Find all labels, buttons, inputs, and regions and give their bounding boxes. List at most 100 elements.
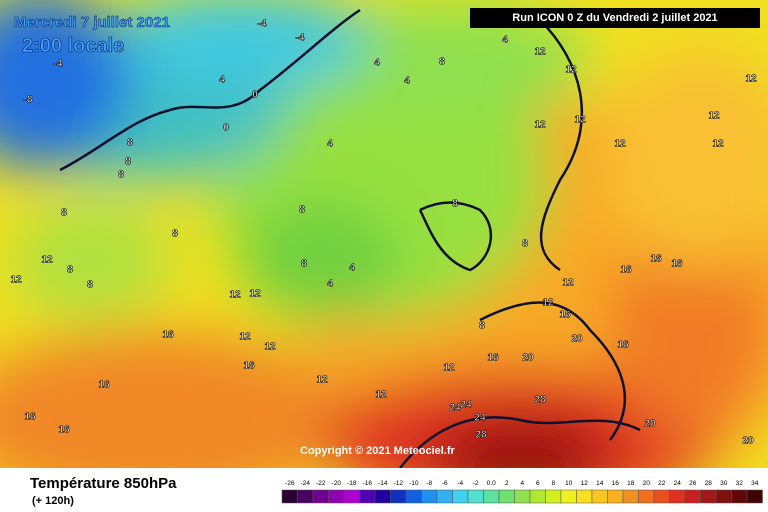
legend-swatch [405,489,422,504]
contour-label: 28 [475,430,487,441]
legend-swatch [607,489,624,504]
contour-label: 16 [243,361,255,372]
contour-label: 12 [10,275,22,286]
legend-label: 6 [536,480,540,487]
legend-label: 22 [658,480,666,487]
legend-label: 0.0 [487,480,496,487]
legend-label: -6 [442,480,448,487]
contour-label: 16 [620,265,632,276]
footer-lead: (+ 120h) [32,495,74,507]
legend-swatch [591,489,608,504]
contour-label: 12 [534,120,546,131]
contour-label: 12 [708,111,720,122]
contour-label: 16 [650,254,662,265]
contour-label: 12 [443,363,455,374]
contour-label: 20 [522,353,534,364]
legend-label: 34 [751,480,759,487]
contour-label: 4 [327,279,333,290]
legend-label: -2 [473,480,479,487]
time-title: 2:00 locale [22,35,124,57]
legend-label: 30 [720,480,728,487]
footer-title: Température 850hPa [30,475,177,492]
legend-swatch [374,489,391,504]
contour-label: 20 [571,334,583,345]
legend-label: -8 [426,480,432,487]
contour-label: 12 [229,290,241,301]
contour-label: 24 [474,413,486,424]
legend-label: 4 [520,480,524,487]
contour-label: 4 [374,58,380,69]
legend-label: 16 [612,480,620,487]
contour-label: 16 [487,353,499,364]
legend-label: 32 [736,480,744,487]
contour-label: 8 [87,280,93,291]
contour-label: -4 [258,19,267,30]
contour-label: 12 [562,278,574,289]
contour-label: 0 [252,90,258,101]
legend-label: -22 [316,480,326,487]
contour-label: 12 [316,375,328,386]
legend-swatch [700,489,717,504]
legend-label: -16 [363,480,373,487]
legend-label: -18 [347,480,357,487]
contour-label: 20 [644,419,656,430]
legend-label: -10 [409,480,419,487]
legend-label: -4 [457,480,463,487]
contour-label: 16 [162,330,174,341]
run-title: Run ICON 0 Z du Vendredi 2 juillet 2021 [512,12,718,24]
legend-swatch [390,489,407,504]
legend-label: 28 [705,480,713,487]
contour-label: 12 [565,65,577,76]
contour-label: 12 [239,332,251,343]
legend-label: -24 [301,480,311,487]
contour-label: 16 [559,310,571,321]
contour-label: 16 [671,259,683,270]
legend-swatch [684,489,701,504]
contour-label: 8 [299,205,305,216]
contour-label: 12 [745,74,757,85]
legend-label: -26 [285,480,295,487]
legend-label: 20 [643,480,651,487]
legend-swatch [715,489,732,504]
legend-swatch [312,489,329,504]
contour-label: 8 [61,208,67,219]
legend-label: -14 [378,480,388,487]
contour-label: 8 [452,199,458,210]
legend-swatch [576,489,593,504]
contour-label: 4 [502,35,508,46]
legend-label: 18 [627,480,635,487]
contour-label: -8 [24,95,33,106]
contour-label: 8 [301,259,307,270]
copyright: Copyright © 2021 Meteociel.fr [300,445,456,457]
legend-swatch [467,489,484,504]
contour-label: 4 [349,263,355,274]
contour-label: 8 [172,229,178,240]
date-title: Mercredi 7 juillet 2021 [14,14,170,31]
legend-swatch [421,489,438,504]
legend-label: 24 [674,480,682,487]
legend-swatch [436,489,453,504]
contour-label: 12 [614,139,626,150]
legend-swatch [653,489,670,504]
legend-label: 26 [689,480,697,487]
contour-label: 24 [449,403,461,414]
legend-swatch [343,489,360,504]
contour-label: 8 [125,157,131,168]
contour-label: 12 [41,255,53,266]
legend-label: 12 [581,480,589,487]
legend-swatch [514,489,531,504]
contour-label: -4 [296,33,305,44]
contour-label: 8 [118,170,124,181]
legend-swatch [529,489,546,504]
legend-swatch [545,489,562,504]
contour-label: 12 [264,342,276,353]
contour-label: -4 [54,59,63,70]
legend-label: 10 [565,480,573,487]
contour-label: 12 [375,390,387,401]
contour-label: 28 [534,395,546,406]
legend-label: 8 [551,480,555,487]
contour-label: 20 [742,436,754,447]
